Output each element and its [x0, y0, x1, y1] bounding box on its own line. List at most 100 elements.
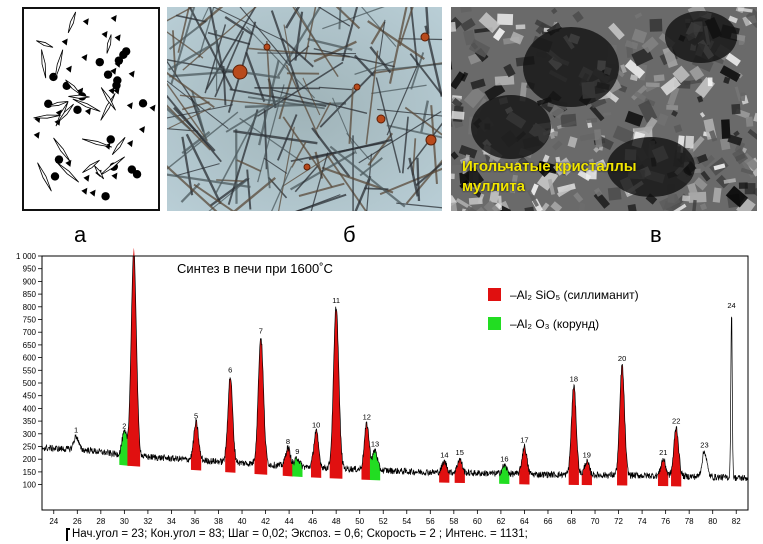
micrograph-needle: [247, 96, 325, 110]
sem-grain: [478, 12, 501, 34]
schematic-triangle: [114, 60, 121, 68]
peak-label: 14: [440, 451, 448, 460]
x-tick-label: 36: [191, 517, 200, 526]
schematic-triangle: [101, 30, 108, 38]
schematic-needle-crystal: [72, 98, 101, 112]
sem-grain: [463, 29, 476, 46]
peak-fill-sillimanite: [568, 384, 579, 485]
x-tick-label: 40: [238, 517, 247, 526]
micrograph-needle: [378, 19, 386, 58]
micrograph-needle: [408, 157, 419, 197]
micrograph-needle: [167, 111, 239, 170]
micrograph-needle: [233, 176, 277, 211]
peak-fill-corundum: [369, 446, 381, 481]
sem-grain: [723, 76, 731, 84]
micrograph-needle: [335, 7, 361, 30]
x-tick-label: 78: [685, 517, 694, 526]
sem-grain: [687, 182, 698, 196]
micrograph-needle: [177, 7, 190, 53]
x-tick-label: 32: [143, 517, 152, 526]
schematic-needle-crystal: [94, 165, 105, 180]
micrograph-needle: [292, 7, 339, 78]
y-tick-label: 750: [23, 316, 37, 325]
micrograph-particle: [353, 83, 361, 91]
micrograph-needle: [227, 109, 259, 205]
xrd-pattern-line: [41, 255, 748, 482]
sem-grain: [738, 182, 748, 189]
sem-pore: [607, 137, 695, 197]
sem-grain: [451, 110, 465, 120]
sem-grain: [624, 40, 639, 50]
schematic-triangle: [61, 38, 68, 46]
micrograph-needle: [168, 107, 212, 129]
micrograph-needle: [239, 7, 291, 66]
sem-grain: [458, 144, 478, 159]
sem-pore: [665, 11, 737, 63]
sem-pore: [471, 95, 551, 159]
micrograph-needle: [366, 153, 373, 211]
x-tick-label: 56: [426, 517, 435, 526]
schematic-particle: [132, 170, 142, 179]
panel-label-c: в: [650, 222, 662, 247]
sem-grain: [594, 129, 603, 148]
sem-grain: [585, 169, 597, 180]
micrograph-needle: [246, 169, 252, 210]
sem-grain: [638, 99, 658, 123]
sem-grain: [595, 159, 607, 171]
optical-micrograph-panel: [167, 7, 442, 211]
micrograph-needle: [276, 114, 298, 161]
micrograph-needle: [295, 194, 341, 211]
legend-swatch: [488, 288, 501, 301]
sem-grain: [745, 116, 754, 127]
sem-grain: [459, 179, 469, 189]
sem-grain: [547, 178, 556, 195]
micrograph-needle: [398, 7, 414, 47]
micrograph-particle: [420, 32, 430, 42]
micrograph-needle: [313, 40, 357, 63]
schematic-triangle: [110, 67, 117, 75]
schematic-needle-crystal: [36, 40, 54, 48]
schematic-needle-crystal: [47, 101, 69, 107]
sem-grain: [463, 86, 485, 109]
sem-grain: [560, 113, 577, 128]
y-tick-label: 350: [23, 417, 37, 426]
peak-fill-sillimanite: [225, 377, 236, 473]
micrograph-needle: [222, 66, 227, 106]
y-tick-label: 400: [23, 404, 37, 413]
x-tick-label: 74: [638, 517, 647, 526]
sem-grain: [719, 65, 741, 82]
x-tick-label: 38: [214, 517, 223, 526]
micrograph-needle: [412, 138, 417, 176]
schematic-triangle: [114, 34, 121, 42]
sem-grain: [552, 140, 563, 151]
micrograph-needle: [172, 30, 177, 75]
micrograph-particle: [303, 163, 311, 171]
schematic-needle-crystal: [54, 49, 64, 81]
micrograph-needle: [329, 145, 406, 208]
sem-grain: [455, 198, 472, 210]
x-tick-label: 66: [544, 517, 553, 526]
micrograph-needle: [375, 63, 442, 72]
sem-grain: [551, 7, 558, 15]
sem-grain: [553, 157, 573, 176]
schematic-particle: [112, 81, 121, 90]
micrograph-needle: [225, 93, 290, 133]
sem-grain: [537, 202, 550, 211]
sem-grain: [491, 182, 499, 192]
micrograph-needle: [167, 31, 204, 59]
sem-grain: [573, 192, 584, 203]
micrograph-needle: [263, 157, 288, 174]
x-tick-label: 30: [120, 517, 129, 526]
peak-fill-sillimanite: [310, 429, 322, 478]
micrograph-needle: [396, 202, 442, 209]
sem-grain: [624, 110, 644, 127]
micrograph-particle: [425, 134, 437, 146]
schematic-triangle: [108, 87, 115, 95]
y-tick-label: 1 000: [16, 252, 37, 261]
y-tick-label: 500: [23, 379, 37, 388]
sem-grain: [744, 183, 756, 195]
schematic-particle: [73, 105, 82, 114]
peak-label: 13: [371, 439, 379, 448]
mullite-caption: Игольчатые кристаллы муллита: [462, 158, 637, 195]
micrograph-needle: [311, 127, 351, 178]
